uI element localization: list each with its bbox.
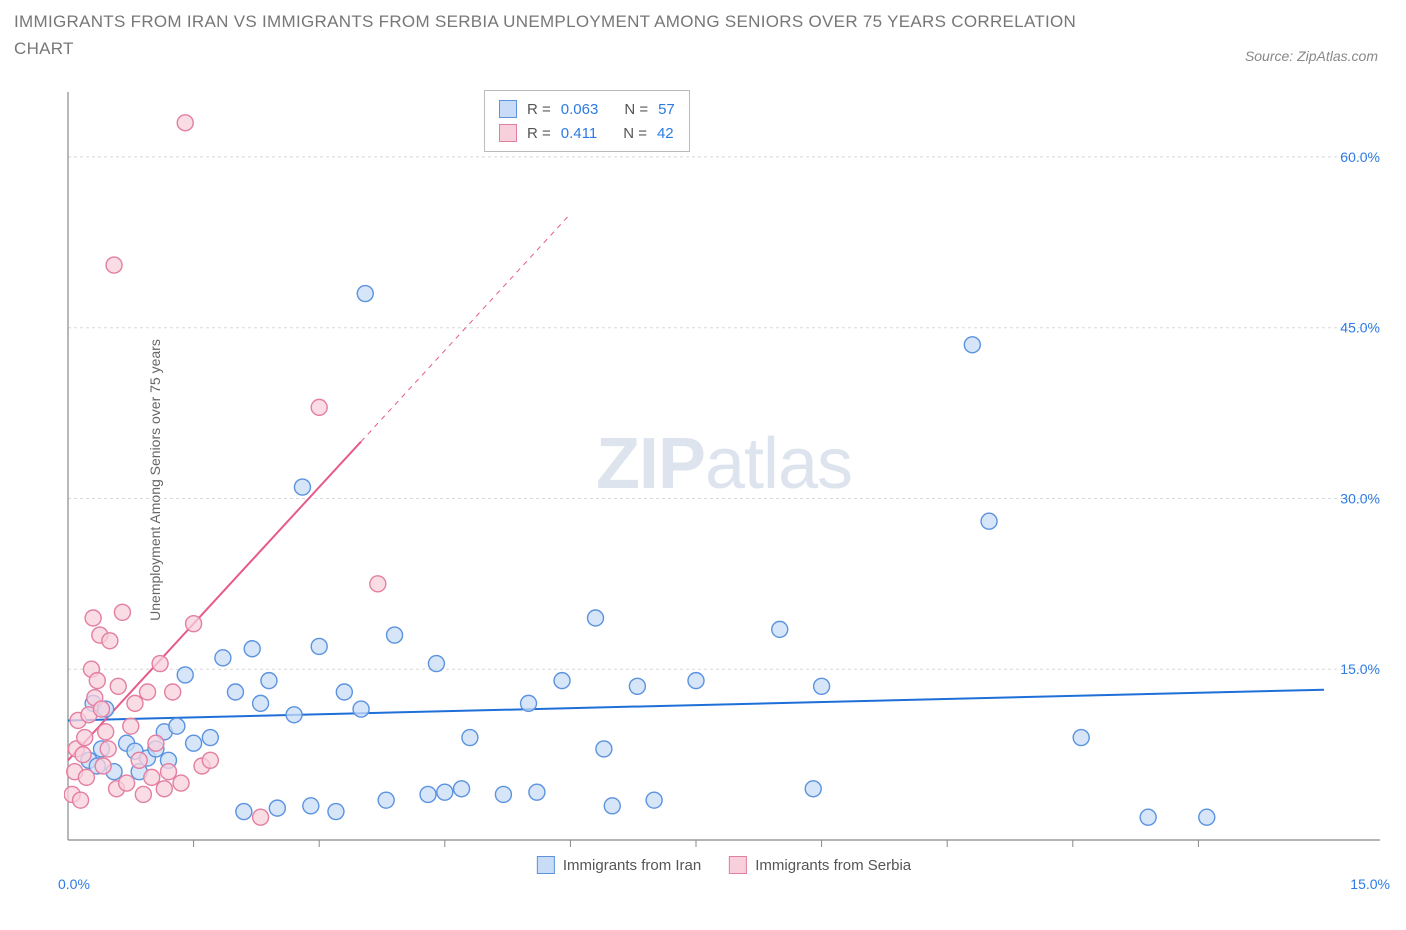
svg-text:60.0%: 60.0% (1340, 149, 1380, 165)
svg-text:15.0%: 15.0% (1340, 661, 1380, 677)
swatch-serbia (729, 856, 747, 874)
legend-stats-box: R = 0.063 N = 57 R = 0.411 N = 42 (484, 90, 690, 152)
swatch-iran (499, 100, 517, 118)
svg-text:45.0%: 45.0% (1340, 320, 1380, 336)
legend-label: Immigrants from Serbia (755, 857, 911, 874)
stat-r-label: R = (527, 125, 551, 142)
stat-n-label: N = (623, 125, 647, 142)
x-axis-min-label: 0.0% (58, 876, 90, 892)
x-axis-max-label: 15.0% (1350, 876, 1390, 892)
stat-r-value: 0.063 (561, 101, 599, 118)
chart-area: Unemployment Among Seniors over 75 years… (64, 90, 1384, 870)
bottom-legend: Immigrants from Iran Immigrants from Ser… (537, 856, 911, 874)
scatter-plot: 15.0% 30.0% 45.0% 60.0% (64, 90, 1384, 870)
svg-text:30.0%: 30.0% (1340, 490, 1380, 506)
legend-stats-row: R = 0.063 N = 57 (499, 97, 675, 121)
legend-stats-row: R = 0.411 N = 42 (499, 121, 675, 145)
legend-label: Immigrants from Iran (563, 857, 701, 874)
legend-item-iran: Immigrants from Iran (537, 856, 701, 874)
source-credit: Source: ZipAtlas.com (1245, 48, 1378, 64)
swatch-serbia (499, 124, 517, 142)
stat-n-value: 42 (657, 125, 674, 142)
legend-item-serbia: Immigrants from Serbia (729, 856, 911, 874)
stat-r-value: 0.411 (561, 125, 597, 142)
swatch-iran (537, 856, 555, 874)
stat-n-label: N = (624, 101, 648, 118)
stat-n-value: 57 (658, 101, 675, 118)
stat-r-label: R = (527, 101, 551, 118)
chart-title: IMMIGRANTS FROM IRAN VS IMMIGRANTS FROM … (14, 8, 1134, 62)
